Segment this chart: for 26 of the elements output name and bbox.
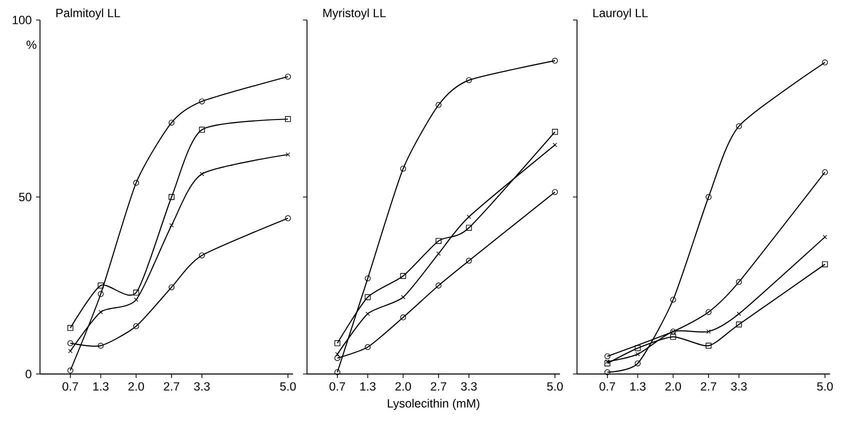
x-tick-label: 1.3 (360, 382, 376, 391)
x-tick-label: 2.0 (665, 382, 681, 391)
x-tick-label: 3.3 (194, 382, 210, 391)
chart-title: Palmitoyl LL (56, 8, 120, 20)
x-tick-label: 0.7 (62, 382, 78, 391)
x-axis-title: Lysolecithin (mM) (388, 398, 480, 410)
y-tick-label: 100 (12, 16, 32, 24)
x-tick-label: 1.3 (93, 382, 109, 391)
y-tick-label: 50 (19, 192, 32, 202)
x-tick-label: 5.0 (547, 382, 563, 391)
x-tick-label: 5.0 (817, 382, 833, 391)
x-tick-label: 3.3 (461, 382, 477, 391)
y-axis-title: % (26, 40, 36, 49)
x-tick-label: 2.7 (430, 382, 446, 391)
x-tick-label: 2.0 (128, 382, 144, 391)
x-tick-label: 2.7 (700, 382, 716, 391)
x-tick-label: 2.7 (164, 382, 180, 391)
x-tick-label: 2.0 (395, 382, 411, 391)
x-tick-label: 1.3 (630, 382, 646, 391)
chart-title: Lauroyl LL (593, 8, 648, 20)
x-tick-label: 3.3 (731, 382, 747, 391)
chart-title: Myristoyl LL (323, 8, 386, 20)
x-tick-label: 0.7 (600, 382, 616, 391)
x-tick-label: 0.7 (330, 382, 346, 391)
x-tick-label: 5.0 (280, 382, 296, 391)
y-tick-label: 0 (26, 370, 32, 378)
